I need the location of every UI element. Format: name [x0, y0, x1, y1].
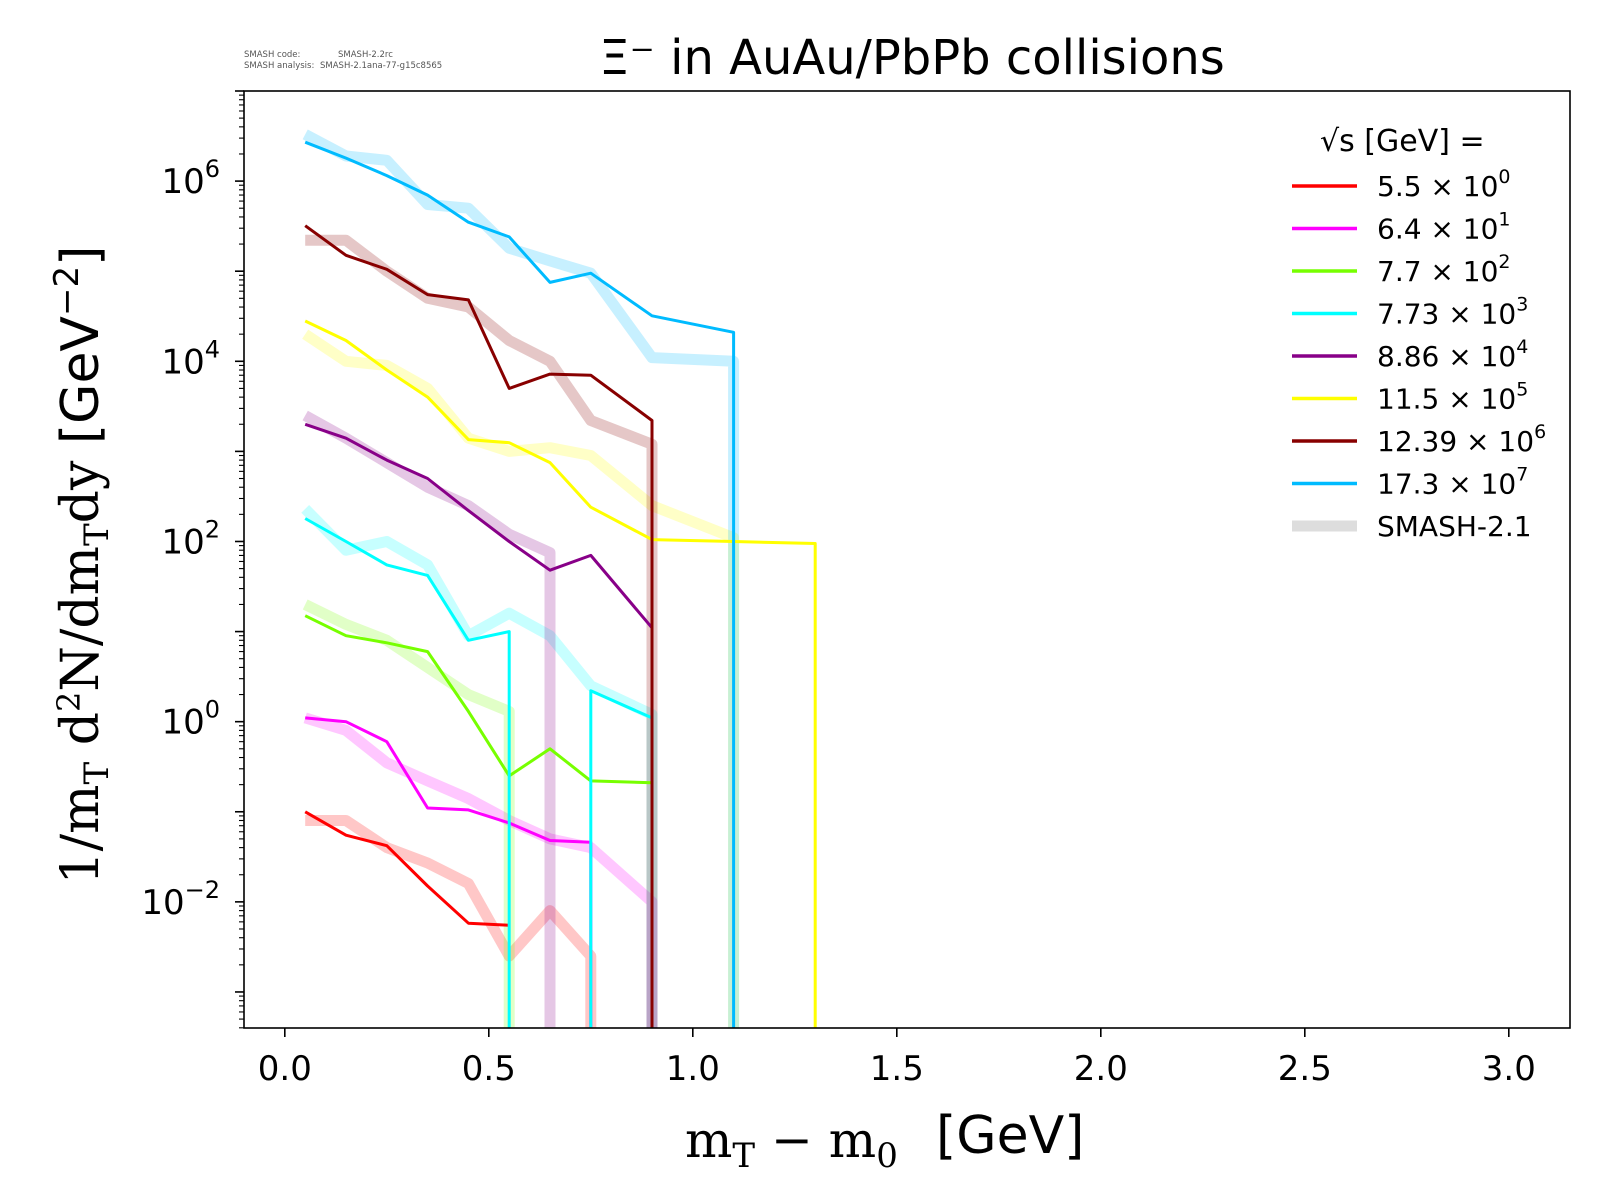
legend-label-1: 6.4 × 101 — [1377, 209, 1511, 246]
x-tick-label-6: 3.0 — [1482, 1049, 1536, 1089]
legend-label-2: 7.7 × 102 — [1377, 251, 1511, 288]
reference-curve-1 — [303, 712, 658, 1028]
x-tick-label-1: 0.5 — [462, 1049, 516, 1089]
series-line-3 — [304, 517, 654, 1028]
meta-info: SMASH code: SMASH-2.2rc SMASH analysis: … — [244, 50, 442, 71]
legend-label-6: 12.39 × 106 — [1377, 421, 1546, 458]
series-line-6 — [304, 224, 654, 1028]
reference-curve-0 — [305, 815, 597, 1028]
legend-label-reference: SMASH-2.1 — [1377, 510, 1532, 543]
chart-title: Ξ⁻ in AuAu/PbPb collisions — [599, 30, 1225, 86]
x-axis-label: mT − m0 [GeV] — [685, 1106, 1084, 1176]
reference-curve-2 — [302, 599, 515, 1028]
y-tick-label-3: 104 — [161, 335, 220, 382]
series-line-5 — [304, 319, 817, 1028]
legend-title: √s [GeV] = — [1320, 124, 1485, 159]
x-tick-label-5: 2.5 — [1278, 1049, 1332, 1089]
legend-label-7: 17.3 × 107 — [1377, 464, 1528, 501]
reference-curve-6 — [305, 234, 658, 1028]
xlabel-unit: [GeV] — [936, 1106, 1084, 1166]
reference-curve-3 — [301, 505, 658, 1028]
y-tick-label-0: 10−2 — [141, 876, 220, 923]
x-tick-label-0: 0.0 — [258, 1049, 312, 1089]
x-tick-label-4: 2.0 — [1074, 1049, 1128, 1089]
ylabel-text: 1/mT d2N/dmTdy [GeV−2] — [47, 246, 117, 885]
y-axis-label: 1/mT d2N/dmTdy [GeV−2] — [47, 246, 117, 885]
reference-curve-5 — [302, 329, 740, 1028]
y-tick-label-2: 102 — [161, 515, 220, 562]
series-curves — [304, 140, 817, 1028]
reference-curves — [301, 129, 740, 1028]
series-line-2 — [304, 614, 654, 1028]
legend-label-4: 8.86 × 104 — [1377, 336, 1528, 373]
legend-label-3: 7.73 × 103 — [1377, 294, 1528, 331]
series-line-1 — [305, 716, 593, 1028]
legend: √s [GeV] = 5.5 × 100 6.4 × 101 7.7 × 102 7.7… — [1292, 124, 1546, 543]
axes: 0.0 0.5 1.0 1.5 2.0 2.5 3.0 10−2 100 102 104 106 — [141, 90, 1536, 1089]
legend-label-0: 5.5 × 100 — [1377, 166, 1511, 203]
legend-label-5: 11.5 × 105 — [1377, 379, 1528, 416]
series-line-0 — [304, 810, 510, 927]
meta-code-label: SMASH code: — [244, 50, 300, 60]
x-tick-label-2: 1.0 — [666, 1049, 720, 1089]
meta-code-value: SMASH-2.2rc — [338, 50, 393, 60]
series-line-7 — [304, 140, 736, 1028]
x-tick-label-3: 1.5 — [870, 1049, 924, 1089]
y-tick-label-1: 100 — [161, 696, 220, 743]
meta-analysis-value: SMASH-2.1ana-77-g15c8565 — [320, 61, 442, 71]
meta-analysis-label: SMASH analysis: — [244, 61, 314, 71]
plot-frame — [243, 90, 1571, 1029]
xlabel-mt: mT − m0 — [685, 1111, 898, 1176]
series-line-4 — [304, 422, 654, 1028]
y-tick-label-4: 106 — [161, 155, 220, 202]
reference-curve-7 — [302, 129, 740, 1028]
